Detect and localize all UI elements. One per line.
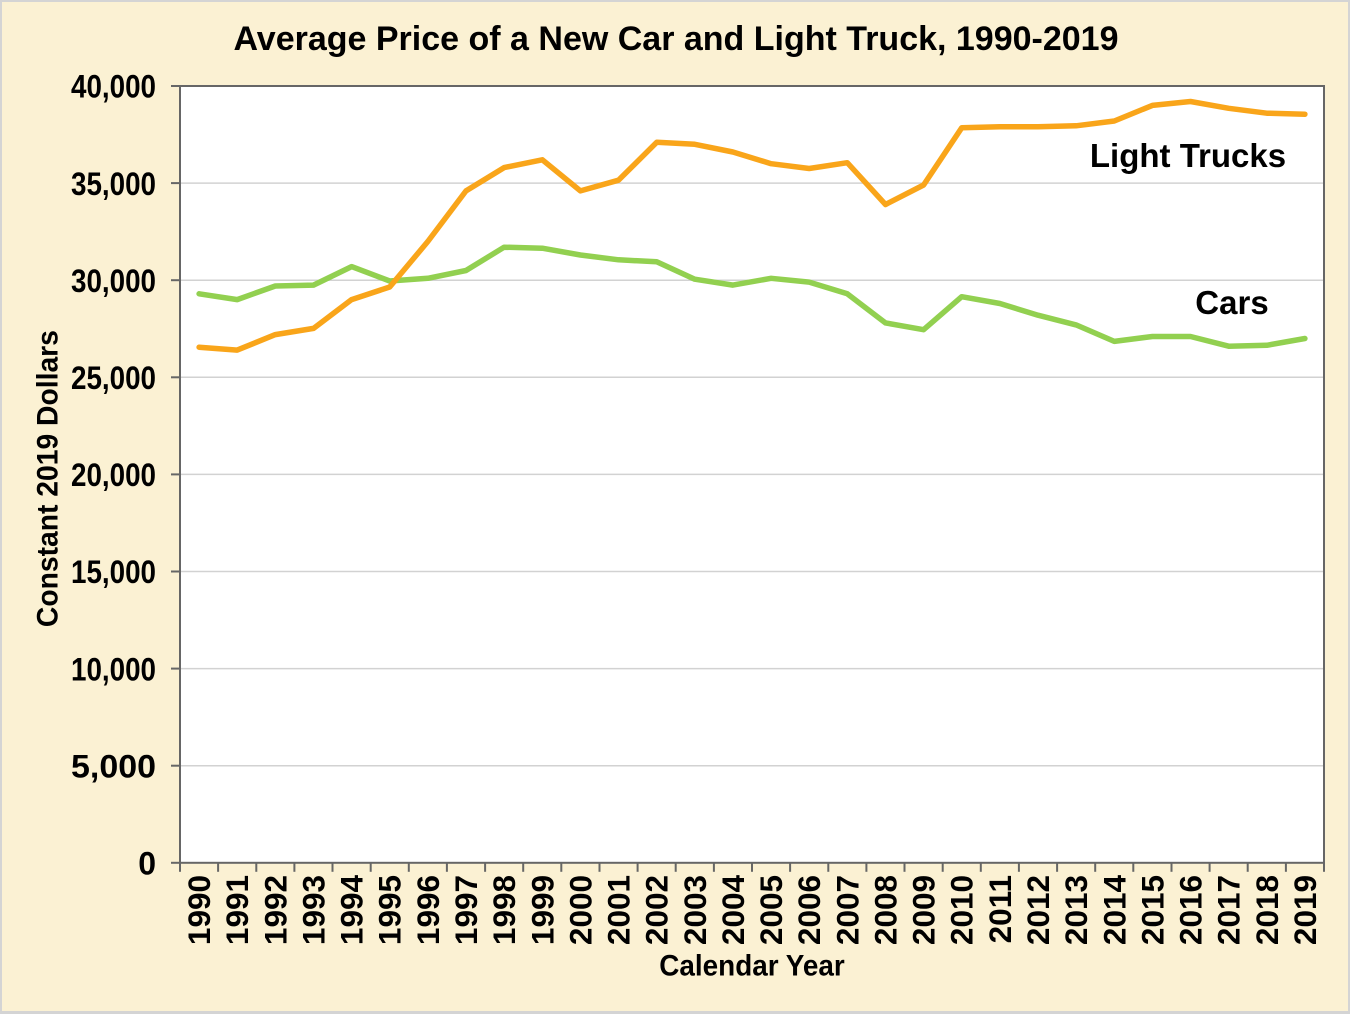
svg-text:2010: 2010: [944, 875, 980, 945]
svg-text:1995: 1995: [372, 875, 408, 945]
svg-text:1996: 1996: [410, 875, 446, 945]
svg-text:1993: 1993: [296, 875, 332, 945]
svg-text:0: 0: [138, 846, 156, 882]
svg-text:5,000: 5,000: [71, 748, 156, 784]
svg-text:1997: 1997: [448, 875, 484, 945]
svg-text:1994: 1994: [334, 875, 370, 946]
svg-text:1990: 1990: [181, 875, 217, 945]
svg-text:35,000: 35,000: [71, 166, 156, 202]
svg-text:Light Trucks: Light Trucks: [1090, 137, 1286, 174]
svg-text:2016: 2016: [1173, 875, 1209, 945]
svg-text:2014: 2014: [1096, 875, 1132, 946]
svg-text:2015: 2015: [1134, 875, 1170, 945]
svg-text:10,000: 10,000: [71, 651, 156, 687]
svg-text:2003: 2003: [677, 875, 713, 945]
svg-text:2017: 2017: [1211, 875, 1247, 945]
svg-text:20,000: 20,000: [71, 457, 156, 493]
svg-text:2001: 2001: [601, 875, 637, 945]
svg-text:2007: 2007: [829, 875, 865, 945]
svg-text:2005: 2005: [753, 875, 789, 945]
svg-text:2008: 2008: [868, 875, 904, 945]
svg-text:15,000: 15,000: [71, 554, 156, 590]
svg-text:Constant 2019 Dollars: Constant 2019 Dollars: [32, 330, 65, 627]
svg-text:Cars: Cars: [1195, 284, 1268, 321]
svg-text:Average Price of a New Car and: Average Price of a New Car and Light Tru…: [234, 20, 1119, 58]
svg-text:2011: 2011: [982, 875, 1018, 943]
svg-text:2004: 2004: [715, 875, 751, 946]
svg-text:2002: 2002: [639, 875, 675, 945]
svg-text:2000: 2000: [562, 875, 598, 945]
svg-text:1999: 1999: [524, 875, 560, 945]
svg-text:30,000: 30,000: [71, 263, 156, 299]
svg-text:2009: 2009: [906, 875, 942, 945]
svg-text:2019: 2019: [1287, 875, 1323, 945]
svg-text:1991: 1991: [219, 875, 255, 945]
svg-text:Calendar Year: Calendar Year: [659, 949, 845, 982]
svg-text:40,000: 40,000: [71, 69, 156, 105]
svg-text:1998: 1998: [486, 875, 522, 945]
svg-text:2018: 2018: [1249, 875, 1285, 945]
svg-text:1992: 1992: [257, 875, 293, 945]
svg-text:2012: 2012: [1020, 875, 1056, 945]
svg-text:2013: 2013: [1058, 875, 1094, 945]
svg-text:25,000: 25,000: [71, 360, 156, 396]
svg-text:2006: 2006: [791, 875, 827, 945]
